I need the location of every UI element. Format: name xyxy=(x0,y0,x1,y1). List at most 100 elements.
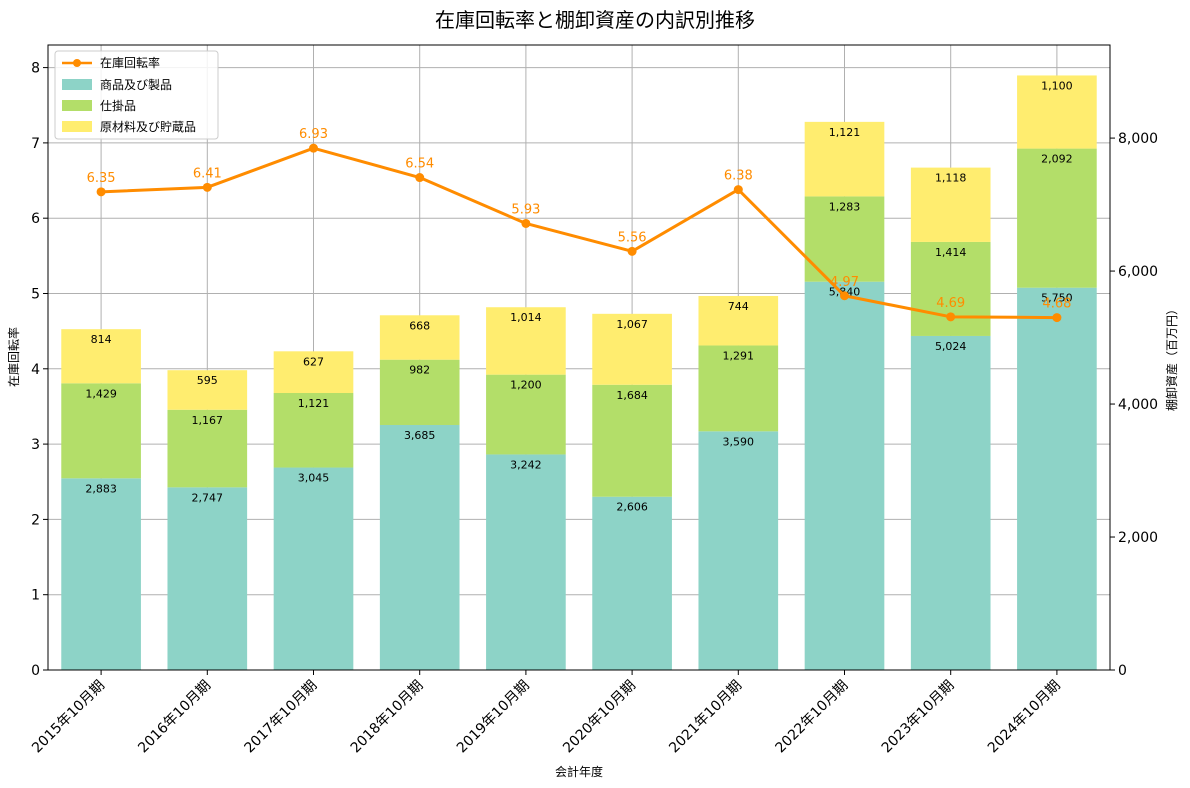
x-tick-label: 2018年10月期 xyxy=(348,678,427,757)
bar-segment xyxy=(379,315,460,360)
bar-segment xyxy=(910,167,991,242)
bar-segment-label: 2,606 xyxy=(616,501,648,514)
bar-segment xyxy=(486,374,566,455)
x-tick-label: 2017年10月期 xyxy=(242,678,321,757)
turnover-point-label: 6.41 xyxy=(193,166,222,181)
turnover-point xyxy=(202,182,212,192)
bar-segment xyxy=(698,345,779,432)
y-right-tick-label: 4,000 xyxy=(1118,397,1158,413)
y-left-tick-label: 2 xyxy=(31,512,40,528)
turnover-point xyxy=(840,291,849,301)
bar-segment-label: 3,242 xyxy=(510,458,542,471)
x-tick-label: 2020年10月期 xyxy=(560,678,639,757)
legend: 在庫回転率 商品及び製品 仕掛品 原材料及び貯蔵品 xyxy=(54,50,219,140)
legend-box xyxy=(54,50,219,140)
legend-label-wip: 仕掛品 xyxy=(100,98,136,113)
bar-segment xyxy=(804,121,885,197)
turnover-point-label: 4.69 xyxy=(936,296,965,311)
x-tick-label: 2021年10月期 xyxy=(666,678,745,757)
turnover-point-label: 5.56 xyxy=(618,230,647,245)
legend-swatch-products xyxy=(62,79,92,90)
turnover-point-label: 4.68 xyxy=(1042,297,1071,312)
x-tick-label: 2022年10月期 xyxy=(773,678,852,757)
turnover-point xyxy=(733,185,743,195)
chart-title: 在庫回転率と棚卸資産の内訳別推移 xyxy=(435,8,755,32)
legend-line-marker xyxy=(73,59,81,67)
bar-segment xyxy=(592,496,672,670)
bar-segment xyxy=(273,351,354,394)
segment-labels: 2,883 1,429 814 2,747 1,167 595 3,045 1,121 627 3… xyxy=(85,79,1072,513)
bar-segment-label: 1,121 xyxy=(298,397,330,410)
turnover-point-label: 6.38 xyxy=(724,169,753,184)
y-left-tick-label: 7 xyxy=(31,136,40,152)
bar-segment xyxy=(592,384,672,497)
bar-segment xyxy=(486,307,566,375)
bar-segment xyxy=(273,393,354,468)
bar-segment-label: 5,750 xyxy=(1041,292,1073,305)
bar-segment xyxy=(379,359,460,425)
turnover-point-label: 6.54 xyxy=(405,157,434,172)
legend-label-materials: 原材料及び貯蔵品 xyxy=(100,120,196,134)
bar-segment-label: 1,121 xyxy=(829,126,861,139)
bar-segment-label: 982 xyxy=(409,364,430,377)
x-axis-label: 会計年度 xyxy=(555,764,603,779)
bar-segment xyxy=(698,431,779,670)
bar-segment xyxy=(379,424,460,670)
x-tick-label: 2015年10月期 xyxy=(29,678,108,757)
bar-segment-label: 2,092 xyxy=(1041,153,1073,166)
y-right-tick-label: 6,000 xyxy=(1118,264,1158,280)
y-axis-left-label: 在庫回転率 xyxy=(6,327,21,387)
turnover-point xyxy=(946,312,956,322)
bar-segment-label: 2,747 xyxy=(192,491,224,504)
turnover-point-label: 6.93 xyxy=(299,127,328,142)
bar-segment-label: 1,291 xyxy=(723,349,755,362)
y-left-tick-label: 3 xyxy=(31,437,40,453)
bar-segment-label: 1,014 xyxy=(510,311,542,324)
bar-segment xyxy=(167,370,248,410)
bar-segment-label: 1,283 xyxy=(829,200,861,213)
bar-segment xyxy=(61,478,141,670)
y-left-tick-label: 4 xyxy=(31,362,40,378)
plot-frame xyxy=(47,44,1111,671)
bar-segment-label: 2,883 xyxy=(85,482,117,495)
turnover-point xyxy=(521,218,531,228)
x-tick-label: 2024年10月期 xyxy=(985,678,1064,757)
bar-segment xyxy=(486,454,566,670)
bar-segment-label: 744 xyxy=(728,300,749,313)
bar-segment-label: 1,414 xyxy=(935,246,967,259)
bar-segment xyxy=(698,295,779,346)
bar-segment-label: 595 xyxy=(197,374,218,387)
y-right-tick-label: 0 xyxy=(1118,663,1127,679)
turnover-point-label: 4.97 xyxy=(830,275,859,290)
turnover-point xyxy=(309,143,318,153)
bar-segment-label: 1,684 xyxy=(616,389,648,402)
stacked-bars xyxy=(61,75,1097,670)
turnover-point-label: 5.93 xyxy=(511,202,540,217)
y-axis-right-label: 棚卸資産（百万円） xyxy=(1164,303,1179,411)
bar-segment-label: 1,429 xyxy=(85,387,117,400)
turnover-point xyxy=(415,173,425,183)
bar-segment-label: 1,100 xyxy=(1041,79,1073,92)
legend-swatch-wip xyxy=(62,100,92,111)
bar-segment xyxy=(273,467,354,670)
x-tick-label: 2023年10月期 xyxy=(879,678,958,757)
bar-segment xyxy=(61,329,141,384)
y-left-tick-label: 0 xyxy=(31,663,40,679)
bar-segment xyxy=(1017,287,1097,670)
bar-segment-label: 1,067 xyxy=(616,318,648,331)
turnover-line: 6.35 6.41 6.93 6.54 5.93 5.56 6.38 4.97 4.69 4.68 xyxy=(87,127,1071,323)
legend-label-products: 商品及び製品 xyxy=(100,77,172,92)
bar-segment-label: 814 xyxy=(91,333,112,346)
bar-segment-label: 5,024 xyxy=(935,340,967,353)
bar-segment xyxy=(592,313,672,385)
bar-segment-label: 1,200 xyxy=(510,379,542,392)
bar-segment-label: 3,045 xyxy=(298,472,330,485)
bar-segment-label: 1,167 xyxy=(192,414,224,427)
bar-segment-label: 627 xyxy=(303,355,324,368)
x-tick-label: 2019年10月期 xyxy=(454,678,533,757)
y-left-tick-label: 8 xyxy=(31,61,40,77)
turnover-point xyxy=(627,246,637,256)
y-left-tick-label: 5 xyxy=(31,286,40,302)
bar-segment xyxy=(167,487,248,670)
